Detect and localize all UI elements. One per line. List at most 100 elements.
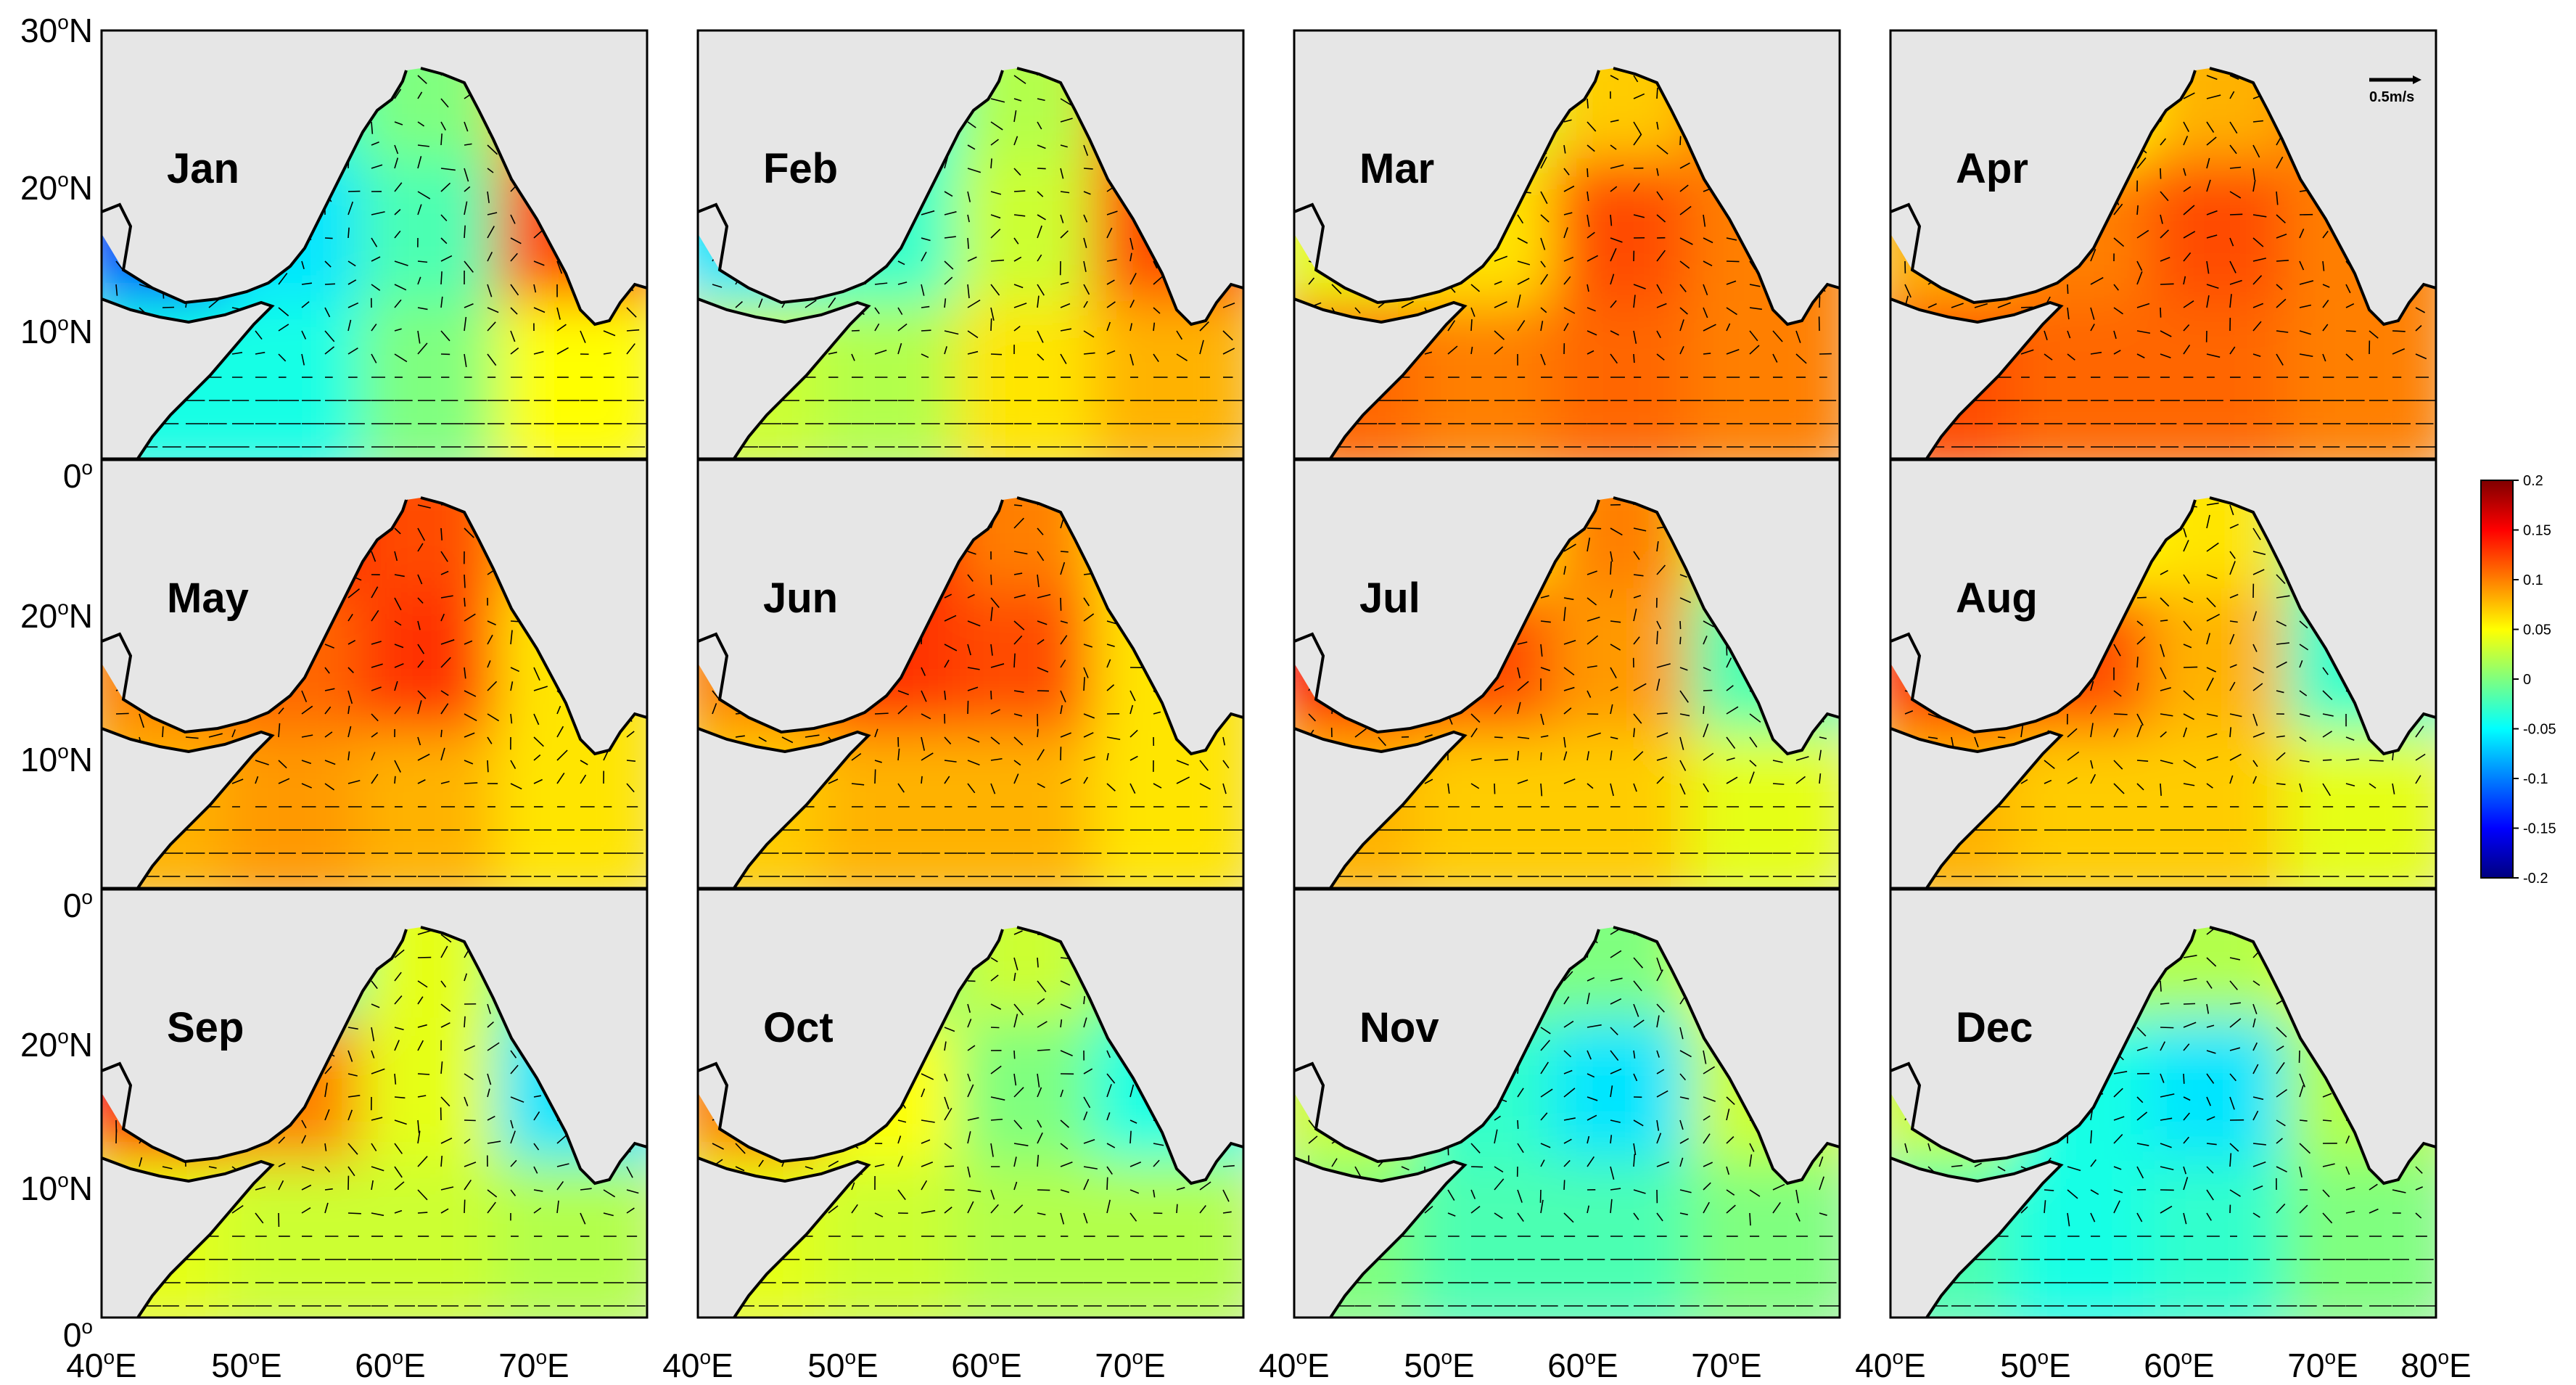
colorbar-tick-label: -0.1 [2523, 771, 2548, 787]
x-tick-label: 50oE [1404, 1346, 1474, 1384]
coastline [1890, 926, 2437, 1185]
colorbar-tick-label: 0.1 [2523, 572, 2543, 588]
month-label: Dec [1956, 1004, 2033, 1051]
coastline-africa [697, 297, 871, 460]
y-tick-label: 10oN [20, 312, 93, 350]
panel-frame [1293, 888, 1841, 1319]
coastline [101, 496, 648, 756]
panel-frame [696, 888, 1245, 1319]
x-tick-label: 40oE [1855, 1346, 1925, 1384]
coastline-africa [1890, 297, 2064, 460]
coastline-africa [101, 1156, 275, 1319]
map-panel-aug: Aug [1889, 459, 2437, 889]
coastline-africa [101, 297, 275, 460]
coastline [697, 926, 1244, 1185]
x-tick-label: 40oE [662, 1346, 733, 1384]
colorbar-tick-label: -0.05 [2523, 722, 2556, 738]
map-panel-nov: Nov [1293, 888, 1841, 1319]
reference-vector: 0.5m/s [2369, 75, 2421, 105]
y-tick-label: 0o [63, 1315, 93, 1354]
x-tick-label: 50oE [2000, 1346, 2070, 1384]
map-panel-jul: Jul [1293, 459, 1841, 889]
x-tick-label: 60oE [355, 1346, 425, 1384]
month-label: Nov [1359, 1004, 1439, 1051]
month-label: Oct [763, 1004, 834, 1051]
month-label: May [167, 575, 249, 622]
y-tick-label: 0o [63, 456, 93, 495]
x-tick-label: 40oE [66, 1346, 136, 1384]
coastline-africa [1890, 727, 2064, 889]
panel-frame [1293, 459, 1841, 889]
month-label: Jan [167, 145, 239, 192]
month-label: Feb [763, 145, 838, 192]
coastline [697, 67, 1244, 326]
x-tick-label: 60oE [1547, 1346, 1618, 1384]
month-label: Sep [167, 1004, 244, 1051]
panel-frame [1293, 29, 1841, 460]
colorbar-gradient [2480, 480, 2514, 879]
coastline [101, 67, 648, 326]
x-tick-label: 60oE [2144, 1346, 2214, 1384]
month-label: Apr [1956, 145, 2028, 192]
map-panel-feb: Feb [696, 29, 1245, 460]
x-tick-label: 70oE [1691, 1346, 1761, 1384]
colorbar: 0.2 0.15 0.1 0.05 0 -0.05 -0.1 -0.15 -0.2 [2480, 473, 2556, 887]
x-tick-label: 70oE [498, 1346, 569, 1384]
map-panel-apr: Apr 0.5m/s [1889, 29, 2437, 460]
map-panel-mar: Mar [1293, 29, 1841, 460]
y-tick-label: 10oN [20, 1169, 93, 1207]
y-tick-label: 20oN [20, 596, 93, 635]
month-label: Mar [1359, 145, 1434, 192]
coastline-africa [101, 727, 275, 889]
colorbar-tick-label: 0.15 [2523, 523, 2551, 539]
colorbar-tick-label: -0.15 [2523, 821, 2556, 837]
coastline-africa [1293, 297, 1468, 460]
y-tick-label: 10oN [20, 740, 93, 778]
x-tick-label: 40oE [1259, 1346, 1329, 1384]
map-panel-may: May [100, 459, 649, 889]
y-tick-label: 20oN [20, 168, 93, 207]
coastline [101, 926, 648, 1185]
coastline-africa [697, 727, 871, 889]
coastline [1293, 926, 1840, 1185]
map-panel-dec: Dec [1889, 888, 2437, 1319]
map-panel-oct: Oct [696, 888, 1245, 1319]
x-tick-label: 50oE [211, 1346, 281, 1384]
panel-frame [100, 459, 649, 889]
x-tick-label: 50oE [807, 1346, 878, 1384]
y-tick-label: 20oN [20, 1025, 93, 1064]
map-panels: Jan Feb Mar Apr 0.5m/s May Jun Jul Aug Sep Oct Nov D… [100, 29, 2437, 1319]
coastline [1890, 67, 2437, 326]
colorbar-tick-label: 0.2 [2523, 473, 2543, 489]
panel-frame [100, 29, 649, 460]
coastline [1293, 67, 1840, 326]
y-tick-label: 30oN [20, 11, 93, 49]
coastline-africa [1293, 727, 1468, 889]
coastline [1293, 496, 1840, 756]
panel-frame [696, 29, 1245, 460]
map-panel-sep: Sep [100, 888, 649, 1319]
x-tick-label: 80oE [2400, 1346, 2471, 1384]
month-label: Jun [763, 575, 838, 622]
map-panel-jun: Jun [696, 459, 1245, 889]
colorbar-tick-label: -0.2 [2523, 871, 2548, 887]
month-label: Jul [1359, 575, 1420, 622]
x-tick-label: 70oE [1095, 1346, 1165, 1384]
y-tick-label: 0o [63, 886, 93, 924]
colorbar-tick-labels: 0.2 0.15 0.1 0.05 0 -0.05 -0.1 -0.15 -0.2 [2513, 473, 2556, 887]
coastline-africa [697, 1156, 871, 1319]
map-panel-jan: Jan [100, 29, 649, 460]
panel-frame [1889, 459, 2437, 889]
panel-frame [100, 888, 649, 1319]
month-label: Aug [1956, 575, 2038, 622]
reference-vector-label: 0.5m/s [2369, 89, 2414, 105]
coastline [697, 496, 1244, 756]
coastline [1890, 496, 2437, 756]
x-tick-label: 70oE [2287, 1346, 2358, 1384]
panel-frame [1889, 29, 2437, 460]
colorbar-tick-label: 0 [2523, 672, 2531, 688]
x-tick-label: 60oE [951, 1346, 1021, 1384]
panel-frame [1889, 888, 2437, 1319]
